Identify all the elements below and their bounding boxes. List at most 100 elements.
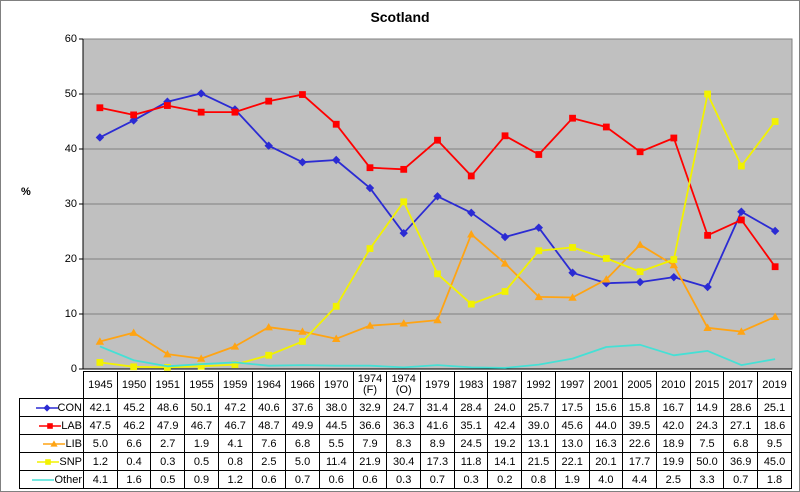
marker-diamond [298, 158, 307, 167]
legend-label: CON [57, 401, 82, 414]
year-header-cell: 2010 [655, 371, 691, 399]
y-tick-label: 0 [70, 362, 77, 375]
value-cell: 35.1 [453, 416, 489, 435]
value-cell: 16.7 [655, 398, 691, 417]
value-cell: 7.5 [689, 434, 725, 453]
marker-square [569, 114, 576, 122]
marker-diamond [129, 116, 138, 125]
year-header-cell: 1970 [318, 371, 354, 399]
value-cell: 21.9 [352, 452, 388, 471]
marker-square [400, 198, 408, 206]
marker-diamond [737, 207, 746, 216]
value-cell: 45.0 [757, 452, 792, 471]
value-cell: 32.9 [352, 398, 388, 417]
marker-triangle [129, 328, 138, 336]
value-cell: 22.6 [622, 434, 657, 453]
legend-label: Other [54, 473, 82, 486]
value-cell: 8.3 [386, 434, 422, 453]
marker-square [130, 363, 138, 371]
marker-diamond [332, 155, 341, 165]
value-cell: 45.6 [554, 416, 590, 435]
value-cell: 48.6 [150, 398, 186, 417]
value-cell: 15.8 [622, 398, 657, 417]
value-cell: 37.6 [285, 398, 320, 417]
marker-square [704, 90, 711, 98]
marker-triangle [467, 230, 476, 238]
value-cell: 2.7 [150, 434, 186, 453]
year-header-cell: 1974 (F) [352, 371, 388, 399]
marker-diamond [703, 282, 712, 292]
marker-triangle [433, 315, 442, 324]
y-tick-label: 30 [64, 197, 77, 210]
value-cell: 11.4 [318, 452, 354, 471]
value-cell: 0.4 [116, 452, 152, 471]
value-cell: 17.5 [554, 398, 590, 417]
marker-square [501, 132, 509, 140]
marker-triangle [602, 275, 611, 283]
other-legend-key-icon [32, 478, 55, 481]
value-cell: 1.9 [184, 434, 219, 453]
marker-diamond [95, 133, 105, 142]
marker-triangle [50, 439, 59, 447]
value-cell: 6.8 [723, 434, 759, 453]
value-cell: 47.9 [150, 416, 186, 435]
marker-triangle [500, 259, 510, 267]
value-cell: 0.5 [150, 470, 186, 489]
marker-square [366, 164, 374, 172]
marker-diamond [196, 89, 206, 98]
value-cell: 8.9 [420, 434, 455, 453]
legend-cell-lab: LAB [19, 416, 84, 435]
value-cell: 28.6 [723, 398, 759, 417]
value-cell: 28.4 [453, 398, 489, 417]
value-cell: 4.1 [83, 470, 118, 489]
marker-square [197, 362, 205, 370]
value-cell: 18.9 [655, 434, 691, 453]
value-cell: 49.9 [285, 416, 320, 435]
value-cell: 0.3 [386, 470, 422, 489]
marker-triangle [737, 327, 746, 335]
marker-diamond [42, 403, 51, 412]
value-cell: 39.5 [622, 416, 657, 435]
value-cell: 39.0 [521, 416, 556, 435]
marker-square [602, 255, 610, 262]
value-cell: 42.0 [655, 416, 691, 435]
table-row: LIB 5.0 6.6 2.7 1.9 4.1 7.6 6.8 5.5 7.9 8.3 8.9 24.5… [19, 434, 792, 453]
year-header-cell: 1997 [554, 371, 590, 399]
marker-diamond [365, 183, 375, 193]
year-header-cell: 2005 [622, 371, 657, 399]
marker-triangle [196, 354, 206, 362]
marker-square [164, 363, 171, 371]
value-cell: 17.3 [420, 452, 455, 471]
marker-triangle [230, 342, 240, 350]
value-cell: 0.7 [285, 470, 320, 489]
marker-triangle [534, 292, 543, 301]
marker-square [400, 165, 408, 173]
legend-label: LAB [61, 419, 82, 432]
value-cell: 0.6 [318, 470, 354, 489]
value-cell: 48.7 [251, 416, 287, 435]
year-header-cell: 1987 [487, 371, 523, 399]
value-cell: 20.1 [588, 452, 624, 471]
marker-square [434, 270, 441, 278]
year-header-cell: 2017 [723, 371, 759, 399]
marker-triangle [298, 327, 307, 335]
value-cell: 36.3 [386, 416, 422, 435]
marker-square [535, 151, 543, 158]
marker-square [602, 123, 610, 131]
value-cell: 5.5 [318, 434, 354, 453]
marker-triangle [770, 312, 780, 320]
value-cell: 46.2 [116, 416, 152, 435]
marker-square [47, 422, 54, 429]
value-cell: 4.4 [622, 470, 657, 489]
marker-square [265, 351, 273, 359]
value-cell: 15.6 [588, 398, 624, 417]
marker-square [670, 134, 678, 142]
value-cell: 18.6 [757, 416, 792, 435]
marker-square [96, 359, 104, 366]
lib-legend-key-icon [43, 439, 66, 447]
marker-square [636, 148, 644, 156]
value-cell: 16.3 [588, 434, 624, 453]
year-header-cell: 2019 [757, 371, 792, 399]
y-axis-title: % [21, 186, 31, 198]
